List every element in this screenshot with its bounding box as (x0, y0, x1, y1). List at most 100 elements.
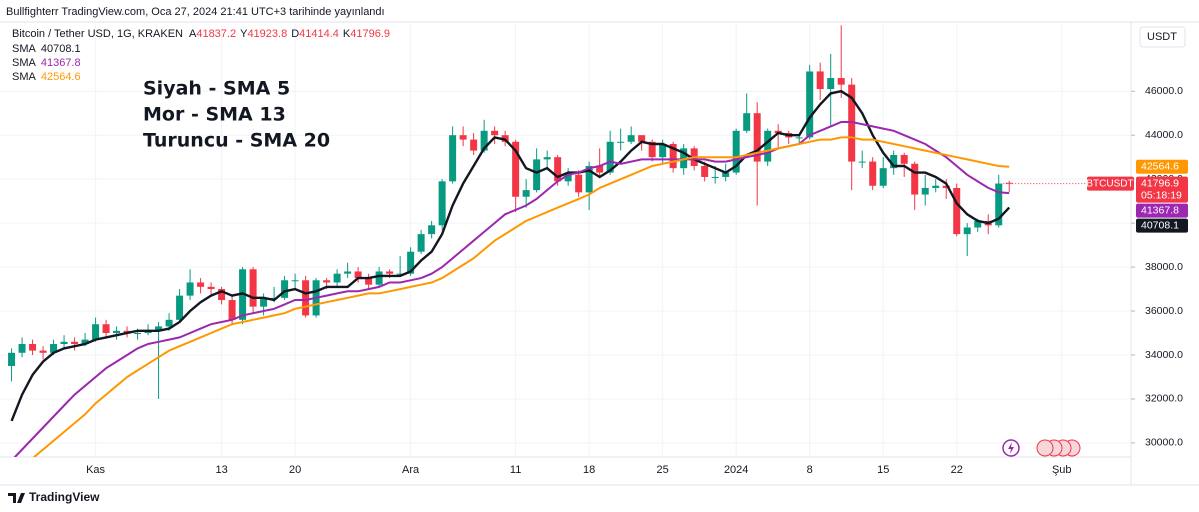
currency-button[interactable] (1139, 26, 1186, 48)
candle-body (323, 280, 331, 283)
x-tick-label: 8 (807, 464, 813, 476)
candle-body (29, 344, 37, 351)
candle-body (953, 187, 961, 235)
annotation: Mor - SMA 13 (143, 104, 286, 126)
header: Bullfighterr TradingView.com, Oca 27, 20… (6, 6, 385, 18)
price-tag (1136, 176, 1188, 203)
candle-body (627, 135, 635, 142)
candle-body (281, 280, 289, 298)
price-tag-label: 40708.1 (1141, 219, 1179, 231)
candle-body (438, 181, 446, 226)
candle-body (50, 344, 58, 353)
candle-body (8, 352, 16, 366)
candle-body (659, 143, 667, 158)
candle-body (753, 113, 761, 162)
series-name: SMA (12, 57, 37, 69)
candle-body (134, 333, 142, 335)
candle-body (921, 187, 929, 195)
x-tick-label: Kas (86, 464, 105, 476)
x-tick-label: Şub (1052, 464, 1072, 476)
candle-body (428, 225, 436, 235)
candle-body (92, 324, 100, 340)
flag-icon[interactable] (1036, 439, 1054, 457)
candle-body (365, 278, 373, 285)
candle-body (795, 137, 803, 139)
candle-body (764, 130, 772, 162)
candle-body (858, 161, 866, 163)
ohlc-label: A (189, 28, 197, 40)
candle-body (155, 326, 163, 331)
ohlc-value: 41796.9 (350, 28, 390, 40)
candle-body (617, 141, 625, 143)
candle-body (39, 350, 47, 353)
price-tag (1136, 203, 1188, 218)
candle-body (963, 227, 971, 235)
ohlc-label: Y (240, 28, 248, 40)
icons (1002, 439, 1081, 457)
x-tick-label: 15 (877, 464, 889, 476)
candle-body (207, 286, 215, 290)
candle-body (417, 234, 425, 252)
symbol-tag-label: BTCUSDT (1086, 178, 1133, 189)
y-tick-label: 38000.0 (1145, 261, 1183, 273)
candle-body (816, 71, 824, 90)
candle-body (270, 297, 278, 299)
candle-body (543, 157, 551, 160)
candle-body (386, 271, 394, 274)
candle-body (459, 135, 467, 140)
series-legend: SMA 41367.8 (12, 57, 81, 69)
candle-body (81, 339, 89, 345)
annotation: Turuncu - SMA 20 (143, 130, 330, 152)
candle-body (848, 84, 856, 162)
y-tick-label: 44000.0 (1145, 129, 1183, 141)
candle-body (102, 324, 110, 334)
y-tick-label: 46000.0 (1145, 85, 1183, 97)
candle-body (176, 295, 184, 320)
candle-body (218, 289, 226, 301)
candle-body (165, 319, 173, 327)
candle-body (480, 130, 488, 151)
candle-body (606, 141, 614, 173)
plot (8, 25, 1130, 457)
y-tick-label: 36000.0 (1145, 305, 1183, 317)
x-tick-label: 18 (583, 464, 595, 476)
symbol-legend: Bitcoin / Tether USD, 1G, KRAKEN A41837.2… (12, 28, 390, 40)
currency: USDT (1147, 31, 1177, 43)
price-tag (1136, 159, 1188, 174)
x-tick-label: 2024 (724, 464, 748, 476)
candle-body (333, 273, 341, 283)
candle-body (344, 271, 352, 274)
price-tag-label: 41796.9 (1141, 177, 1179, 189)
price-tag-label: 42564.6 (1141, 161, 1179, 173)
x-tick-label: 25 (657, 464, 669, 476)
candle-body (732, 130, 740, 173)
series-value: 42564.6 (41, 71, 81, 83)
legend: Bitcoin / Tether USD, 1G, KRAKEN A41837.2… (12, 28, 390, 83)
candle-body (743, 113, 751, 131)
candle-body (701, 165, 709, 177)
x-tick-label: 13 (215, 464, 227, 476)
candle-body (942, 185, 950, 188)
candle-body (585, 165, 593, 193)
candle-body (302, 280, 310, 316)
candle-body (512, 141, 520, 197)
candle-body (71, 341, 79, 345)
candle-body (890, 154, 898, 169)
candle-body (554, 157, 562, 182)
brand-logo (8, 493, 25, 503)
candle-body (249, 269, 257, 307)
candle-body (354, 271, 362, 279)
ohlc-label: D (291, 28, 299, 40)
candle-body (806, 71, 814, 138)
candle-body (491, 130, 499, 136)
y-tick-label: 32000.0 (1145, 393, 1183, 405)
candle-body (900, 154, 908, 164)
candle-body (638, 135, 646, 142)
candle-body (260, 297, 268, 307)
candle-body (470, 139, 478, 151)
countdown: 05:18:19 (1141, 189, 1182, 201)
x-tick-label: 20 (289, 464, 301, 476)
symbol-tag (1087, 176, 1134, 191)
candle-body (396, 273, 404, 275)
series-legend: SMA 40708.1 (12, 43, 81, 55)
